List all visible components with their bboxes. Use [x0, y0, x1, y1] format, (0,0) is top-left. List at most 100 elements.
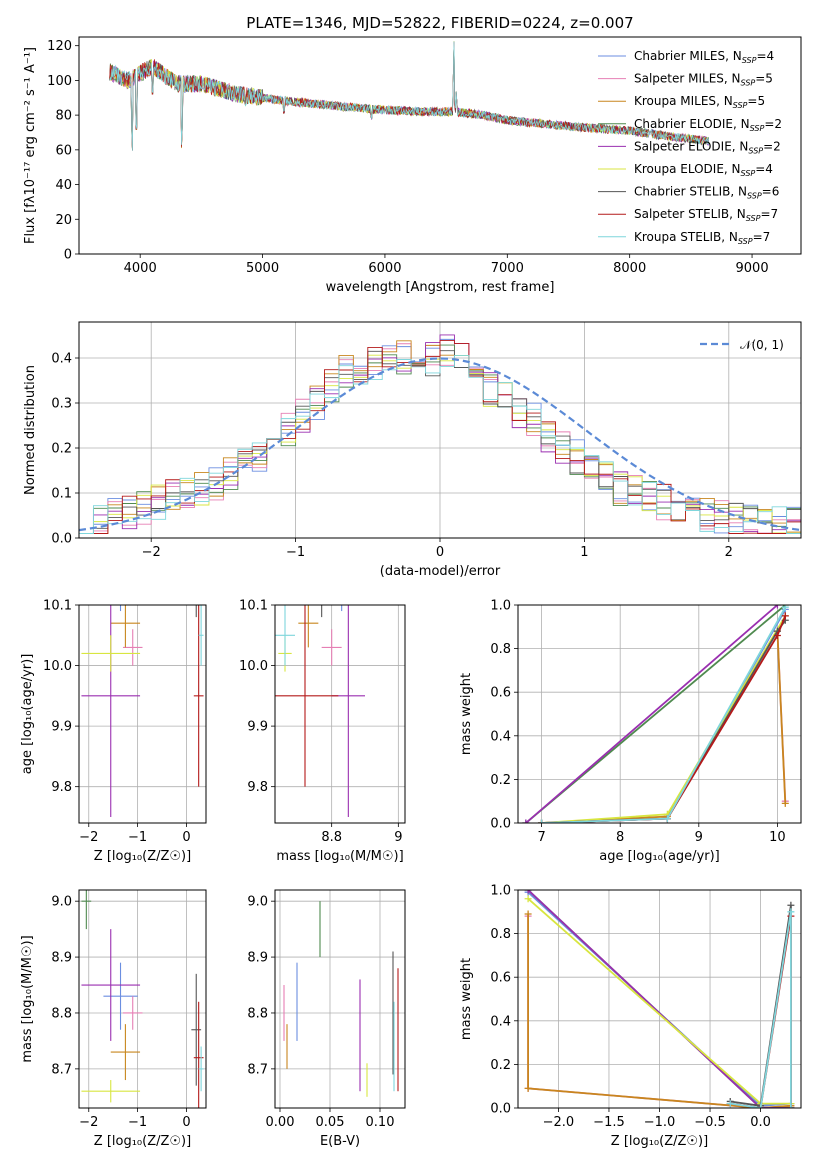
x-tick-label: 10 [769, 830, 786, 845]
y-tick-label: 9.9 [51, 720, 72, 735]
plot-area-residuals [79, 334, 801, 534]
x-tick-label: 2 [725, 545, 733, 560]
x-tick-label: −1 [128, 830, 147, 845]
y-tick-label: 0.6 [490, 971, 511, 986]
legend-label: Kroupa STELIB, NSSP=7 [634, 230, 770, 246]
weight-marker [773, 605, 781, 609]
x-tick-label: 0.00 [266, 1115, 295, 1130]
y-tick-label: 0.2 [51, 442, 72, 457]
chart-age-vs-mass: 8.8 9 9.8 9.9 10.0 10.1 mass [log₁₀(M/M☉)] [239, 599, 406, 864]
weight-marker [726, 1100, 734, 1108]
legend-label: Chabrier STELIB, NSSP=6 [634, 185, 779, 201]
x-axis-label: Z [log₁₀(Z/Z☉)] [94, 1134, 191, 1149]
legend-label: Kroupa ELODIE, NSSP=4 [634, 162, 773, 178]
axes-frame [78, 36, 802, 255]
y-tick-label: 8.7 [51, 1062, 72, 1077]
x-tick-label: −1 [128, 1115, 147, 1130]
legend-label: Chabrier MILES, NSSP=4 [634, 49, 774, 65]
weight-marker [781, 799, 789, 807]
axes-frame [274, 889, 406, 1109]
y-tick-label: 40 [55, 178, 72, 193]
y-tick-label: 9.8 [247, 780, 268, 795]
weight-marker [522, 819, 530, 823]
y-axis-label: mass [log₁₀(M/M☉)] [20, 935, 35, 1062]
x-tick-label: 9 [695, 830, 703, 845]
y-tick-label: 8.9 [247, 951, 268, 966]
weight-marker [787, 901, 795, 909]
figure-title: PLATE=1346, MJD=52822, FIBERID=0224, z=0… [246, 14, 633, 32]
y-tick-label: 8.9 [51, 951, 72, 966]
x-axis-label: (data-model)/error [380, 564, 501, 579]
chart-root: 4000 5000 6000 7000 8000 9000020406080100120w… [20, 36, 802, 1149]
y-axis-label: age [log₁₀(age/yr)] [20, 654, 35, 775]
weight-line [525, 605, 778, 823]
x-tick-label: 7000 [491, 261, 524, 276]
y-tick-label: 0 [64, 248, 72, 263]
chart-age-vs-Z: −2 −1 0 9.8 9.9 10.0 10.1 Z [log₁₀(Z/Z☉)] age [l… [20, 599, 207, 864]
x-tick-label: −2 [142, 545, 161, 560]
y-tick-label: 0.2 [490, 1058, 511, 1073]
chart-spectrum: 4000 5000 6000 7000 8000 9000 0 20 40 60 80 100 120 w… [23, 36, 802, 295]
x-tick-label: 0.0 [750, 1115, 771, 1130]
x-tick-label: −2 [79, 830, 98, 845]
chart-mass-vs-EBV: 0.00 0.05 0.10 8.7 8.8 8.9 9.0 E(B-V) [247, 889, 406, 1149]
y-tick-label: 0.2 [490, 773, 511, 788]
y-tick-label: 0.4 [51, 352, 72, 367]
weight-marker [524, 895, 532, 903]
weight-marker [524, 890, 532, 894]
x-tick-label: −2 [79, 1115, 98, 1130]
y-tick-label: 1.0 [490, 599, 511, 614]
plot-area-spectrum [109, 41, 710, 151]
plot-area-mass-vs-EBV [283, 901, 399, 1097]
weight-marker [663, 815, 671, 823]
x-tick-label: 0.05 [316, 1115, 345, 1130]
x-tick-label: 0 [182, 1115, 190, 1130]
axes-frame [78, 889, 207, 1109]
x-tick-label: 4000 [124, 261, 157, 276]
legend-label: Kroupa MILES, NSSP=5 [634, 94, 765, 110]
weight-marker [524, 1084, 532, 1092]
weight-marker [781, 605, 789, 611]
x-tick-label: −2.0 [543, 1115, 575, 1130]
x-tick-label: 6000 [368, 261, 401, 276]
y-tick-label: 0.6 [490, 686, 511, 701]
x-tick-label: 5000 [246, 261, 279, 276]
y-axis-label: Normed distribution [23, 365, 38, 495]
plot-area-weight-vs-Z [524, 890, 795, 1108]
y-tick-label: 8.8 [247, 1006, 268, 1021]
x-tick-label: −1.0 [644, 1115, 676, 1130]
y-tick-label: 9.9 [247, 720, 268, 735]
y-tick-label: 80 [55, 109, 72, 124]
y-tick-label: 20 [55, 213, 72, 228]
chart-weight-vs-age: 7 8 9 10 0.0 0.2 0.4 0.6 0.8 1.0 age [log₁₀(age/yr… [459, 599, 802, 864]
chart-weight-vs-Z: −2.0 −1.5 −1.0 −0.5 0.0 0.0 0.2 0.4 0.6 0.8 1.0 Z [… [459, 884, 802, 1149]
weight-marker [773, 632, 781, 640]
y-tick-label: 0.0 [490, 1102, 511, 1117]
spectrum-line [109, 41, 710, 151]
legend-label: 𝒩(0, 1) [740, 338, 784, 352]
y-axis-label: mass weight [459, 958, 474, 1040]
y-tick-label: 10.0 [43, 659, 72, 674]
y-tick-label: 60 [55, 143, 72, 158]
axes-frame [517, 604, 802, 824]
histogram-step [79, 355, 801, 534]
weight-marker [524, 910, 532, 918]
legend: 𝒩(0, 1) [700, 338, 784, 352]
y-tick-label: 120 [47, 39, 72, 54]
legend-label: Salpeter ELODIE, NSSP=2 [634, 139, 781, 155]
weight-marker [787, 908, 795, 916]
y-tick-label: 0.4 [490, 1014, 511, 1029]
y-tick-label: 9.8 [51, 780, 72, 795]
y-tick-label: 0.1 [51, 487, 72, 502]
y-tick-label: 0.0 [490, 817, 511, 832]
chart-mass-vs-Z: −2 −1 0 8.7 8.8 8.9 9.0 Z [log₁₀(Z/Z☉)] mass [lo… [20, 889, 207, 1149]
chart-residuals: −2 −1 0 1 2 0.0 0.1 0.2 0.3 0.4 (data-model)/error… [23, 321, 802, 579]
legend: Chabrier MILES, NSSP=4 Salpeter MILES, NS… [598, 49, 782, 246]
x-axis-label: mass [log₁₀(M/M☉)] [276, 849, 403, 864]
x-tick-label: 1 [580, 545, 588, 560]
y-tick-label: 0.4 [490, 729, 511, 744]
x-axis-label: Z [log₁₀(Z/Z☉)] [611, 1134, 708, 1149]
weight-marker [781, 612, 789, 620]
y-tick-label: 100 [47, 74, 72, 89]
